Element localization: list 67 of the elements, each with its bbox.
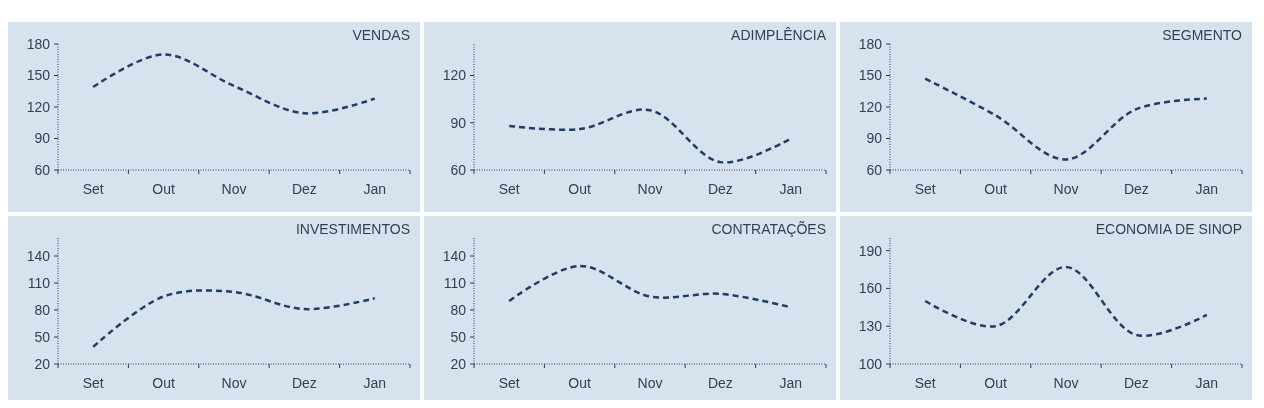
y-tick-label: 60 [866,161,883,178]
x-tick-label: Dez [707,181,733,197]
x-tick-label: Dez [291,375,317,391]
x-tick-label: Out [984,375,1007,391]
x-tick-label: Nov [1053,375,1079,391]
y-tick-label: 140 [442,247,467,264]
y-tick-label: 120 [26,98,51,115]
x-tick-label: Dez [1123,375,1149,391]
y-tick-label: 60 [450,161,467,178]
y-tick-label: 110 [443,274,467,291]
y-tick-label: 190 [858,242,883,259]
x-tick-label: Out [152,181,175,197]
line-series [923,77,1209,161]
x-tick-label: Jan [363,375,387,391]
line-series [91,53,377,115]
x-tick-label: Jan [363,181,387,197]
x-tick-label: Jan [1195,181,1219,197]
chart-title: CONTRATAÇÕES [711,221,826,237]
x-tick-label: Jan [1195,375,1219,391]
y-tick-label: 80 [34,301,51,318]
y-tick-label: 20 [34,355,51,372]
y-tick-label: 90 [866,130,883,147]
x-tick-label: Set [914,375,936,391]
x-tick-label: Dez [1123,181,1149,197]
y-tick-label: 120 [442,67,467,84]
y-tick-label: 160 [858,280,883,297]
y-tick-label: 90 [450,114,467,131]
x-tick-label: Nov [221,375,247,391]
x-tick-label: Set [498,375,520,391]
x-tick-label: Nov [637,181,663,197]
chart-title: ECONOMIA DE SINOP [1095,221,1242,237]
x-tick-label: Dez [707,375,733,391]
x-tick-label: Set [82,181,104,197]
x-tick-label: Set [498,181,520,197]
y-tick-label: 130 [858,318,883,335]
chart-title: ADIMPLÊNCIA [731,27,827,43]
y-tick-label: 180 [858,35,883,52]
x-tick-label: Nov [637,375,663,391]
y-tick-label: 80 [450,301,467,318]
chart-title: SEGMENTO [1162,27,1243,43]
x-tick-label: Dez [291,181,317,197]
y-tick-label: 50 [34,328,51,345]
x-tick-label: Jan [779,181,803,197]
y-tick-label: 60 [34,161,51,178]
y-tick-label: 50 [450,328,467,345]
line-series [91,289,377,349]
y-tick-label: 120 [858,98,883,115]
y-tick-label: 20 [450,355,467,372]
x-tick-label: Set [82,375,104,391]
x-tick-label: Set [914,181,936,197]
y-tick-label: 90 [34,130,51,147]
line-series [923,265,1209,337]
y-tick-label: 180 [26,35,51,52]
y-tick-label: 140 [26,247,51,264]
y-tick-label: 110 [27,274,51,291]
y-tick-label: 100 [858,355,883,372]
y-tick-label: 150 [26,67,51,84]
x-tick-label: Jan [779,375,803,391]
x-tick-label: Out [984,181,1007,197]
chart-title: INVESTIMENTOS [295,221,410,237]
x-tick-label: Nov [221,181,247,197]
x-tick-label: Nov [1053,181,1079,197]
x-tick-label: Out [568,375,591,391]
chart-title: VENDAS [352,27,410,43]
y-tick-label: 150 [858,67,883,84]
x-tick-label: Out [568,181,591,197]
x-tick-label: Out [152,375,175,391]
